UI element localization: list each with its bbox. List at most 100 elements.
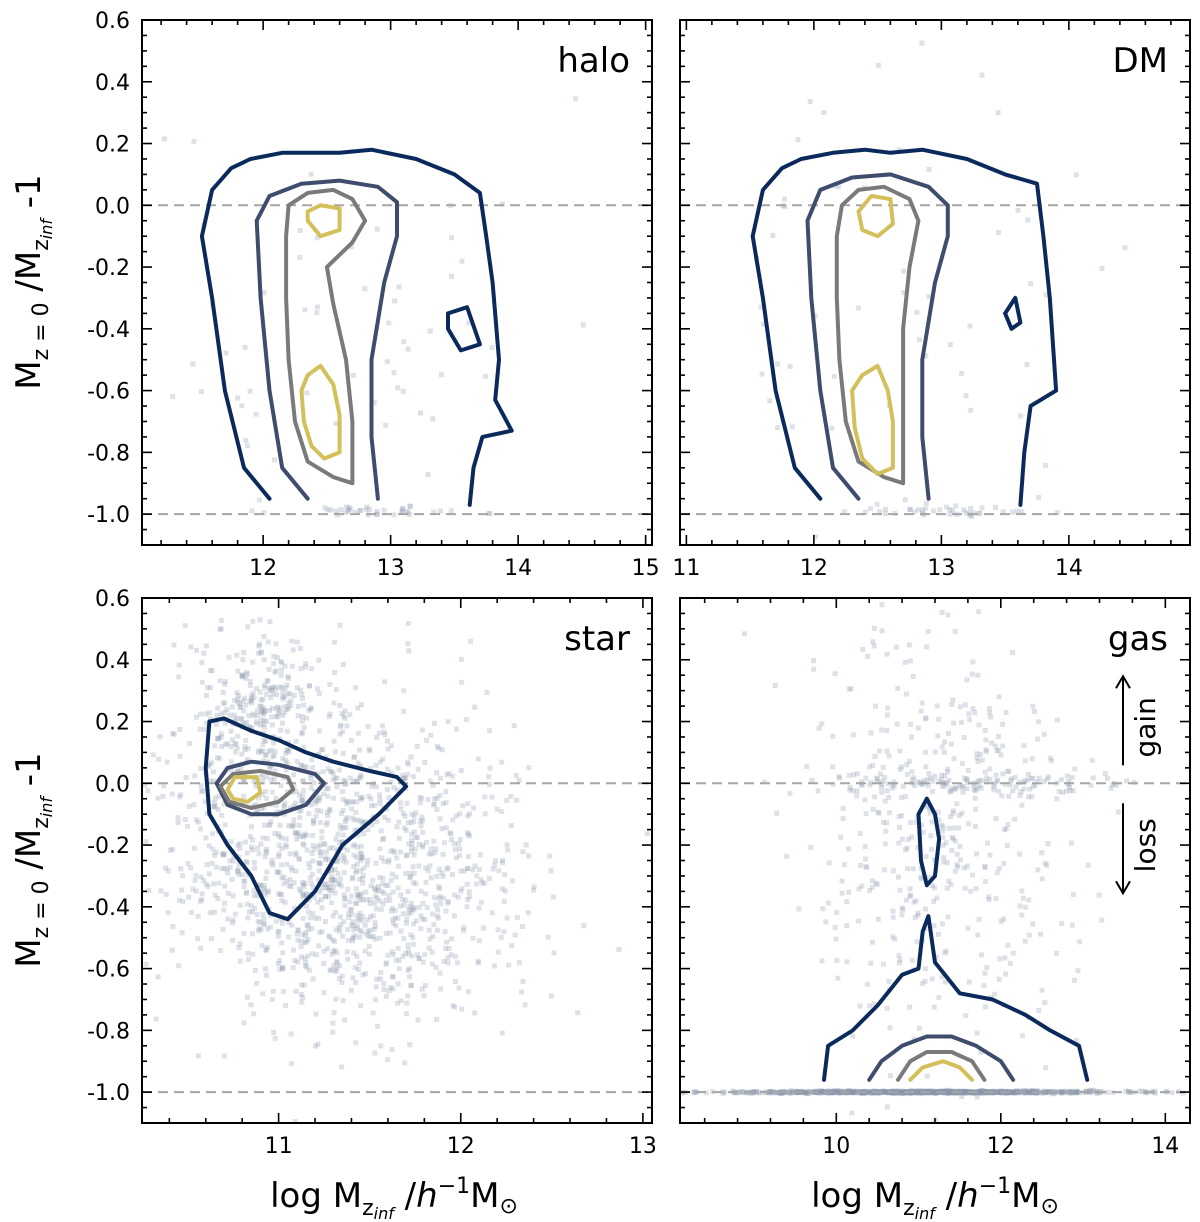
scatter-point <box>1088 1089 1094 1095</box>
scatter-point <box>913 1089 919 1095</box>
scatter-point <box>458 656 464 662</box>
scatter-point <box>483 373 489 379</box>
scatter-point <box>355 912 361 918</box>
scatter-point <box>926 166 932 172</box>
scatter-point <box>278 891 284 897</box>
scatter-point <box>452 913 458 919</box>
scatter-point <box>1099 266 1105 272</box>
scatter-point <box>1035 736 1041 742</box>
scatter-point <box>322 919 328 925</box>
scatter-point <box>390 952 396 958</box>
scatter-point <box>348 893 354 899</box>
scatter-point <box>366 944 372 950</box>
scatter-point <box>337 622 343 628</box>
scatter-point <box>303 715 309 721</box>
scatter-point <box>1043 292 1049 298</box>
contour-level-2 <box>805 172 950 501</box>
scatter-point <box>237 902 243 908</box>
scatter-point <box>857 1003 863 1009</box>
scatter-point <box>217 678 223 684</box>
scatter-point <box>450 872 456 878</box>
scatter-point <box>499 809 505 815</box>
scatter-point <box>308 705 314 711</box>
scatter-point <box>979 72 985 78</box>
scatter-point <box>849 1110 855 1116</box>
scatter-point <box>929 976 935 982</box>
scatter-point <box>241 777 247 783</box>
scatter-point <box>300 834 306 840</box>
scatter-point <box>1088 1087 1094 1093</box>
scatter-point <box>928 833 934 839</box>
axes-frame <box>141 597 653 1124</box>
scatter-point <box>928 1090 934 1096</box>
scatter-point <box>304 847 310 853</box>
scatter-point <box>244 901 250 907</box>
scatter-point <box>261 712 267 718</box>
scatter-point <box>952 1090 958 1096</box>
scatter-point <box>272 457 278 463</box>
panel-label: star <box>564 619 630 659</box>
scatter-point <box>358 763 364 769</box>
scatter-point <box>964 677 970 683</box>
scatter-point <box>258 927 264 933</box>
scatter-point <box>392 908 398 914</box>
scatter-point <box>295 704 301 710</box>
scatter-point <box>926 874 932 880</box>
scatter-point <box>319 885 325 891</box>
scatter-point <box>1012 1088 1018 1094</box>
scatter-point <box>870 939 876 945</box>
scatter-point <box>348 922 354 928</box>
scatter-point <box>309 765 315 771</box>
scatter-point <box>224 707 230 713</box>
x-tick-label: 12 <box>447 1134 475 1159</box>
contour-level-4 <box>225 775 263 804</box>
scatter-point <box>1007 960 1013 966</box>
scatter-point <box>848 1090 854 1096</box>
scatter-point <box>338 826 344 832</box>
scatter-point <box>349 806 355 812</box>
scatter-point <box>976 777 982 783</box>
scatter-point <box>950 507 956 513</box>
scatter-point <box>846 772 852 778</box>
scatter-point <box>262 922 268 928</box>
scatter-point <box>203 643 209 649</box>
scatter-point <box>207 910 213 916</box>
scatter-point <box>880 961 886 967</box>
scatter-point <box>894 721 900 727</box>
scatter-point <box>906 758 912 764</box>
scatter-point <box>266 822 272 828</box>
scatter-point <box>754 1089 760 1095</box>
scatter-point <box>913 1089 919 1095</box>
scatter-point <box>277 966 283 972</box>
scatter-point <box>205 763 211 769</box>
scatter-point <box>374 895 380 901</box>
scatter-point <box>423 879 429 885</box>
scatter-point <box>911 1089 917 1095</box>
scatter-point <box>170 924 176 930</box>
scatter-point <box>769 1090 775 1096</box>
scatter-point <box>896 840 902 846</box>
scatter-point <box>316 691 322 697</box>
scatter-point <box>242 344 248 350</box>
scatter-point <box>1028 1088 1034 1094</box>
scatter-point <box>288 1031 294 1037</box>
scatter-point <box>479 880 485 886</box>
scatter-point <box>318 808 324 814</box>
scatter-point <box>818 1089 824 1095</box>
scatter-point <box>283 750 289 756</box>
scatter-point <box>908 820 914 826</box>
scatter-point <box>400 772 406 778</box>
scatter-point <box>405 346 411 352</box>
contour-level-1 <box>750 147 1059 507</box>
scatter-point <box>336 767 342 773</box>
scatter-point <box>445 900 451 906</box>
scatter-point <box>470 867 476 873</box>
scatter-point <box>241 884 247 890</box>
scatter-point <box>932 1090 938 1096</box>
scatter-point <box>170 846 176 852</box>
scatter-point <box>968 514 974 520</box>
scatter-point <box>270 862 276 868</box>
scatter-point <box>946 1088 952 1094</box>
scatter-point <box>381 890 387 896</box>
scatter-point <box>261 510 267 516</box>
